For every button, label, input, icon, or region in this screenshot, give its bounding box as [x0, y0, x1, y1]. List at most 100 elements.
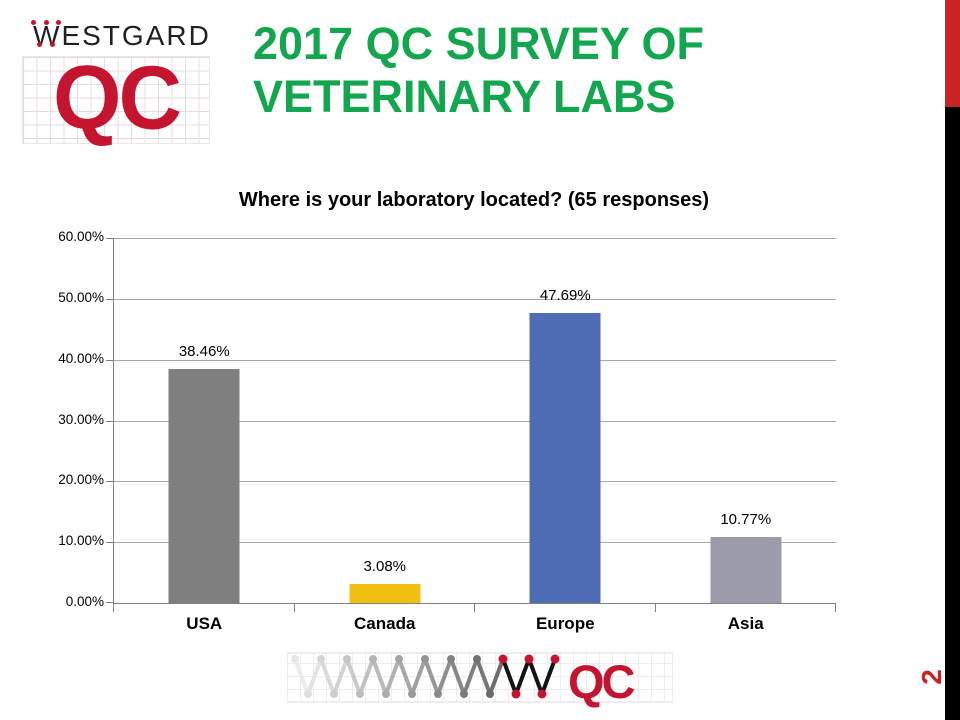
zigzag-segment: [475, 658, 492, 695]
x-axis-tick: [113, 604, 114, 612]
bar-slot-canada: 3.08% Canada: [295, 238, 476, 633]
zigzag-dot: [369, 655, 377, 663]
wordmark-rest: ESTGARD: [61, 20, 211, 51]
zigzag-segment: [306, 658, 323, 695]
zigzag-segment: [319, 658, 336, 695]
bar-asia: [710, 537, 782, 603]
bar-slot-asia: 10.77% Asia: [656, 238, 837, 633]
zigzag-dot-red: [537, 689, 547, 699]
y-tick-label: 60.00%: [58, 229, 104, 244]
zigzag-segment: [501, 658, 518, 695]
y-axis-tick: [106, 359, 114, 361]
gridline: [114, 542, 836, 544]
side-stripe-red: [945, 0, 960, 107]
category-label: Asia: [727, 614, 764, 633]
bar-slot-europe: 47.69% Europe: [475, 238, 656, 633]
w-dot-icon: [31, 20, 36, 25]
y-axis-tick: [106, 238, 114, 239]
w-dot-icon: [44, 20, 49, 25]
bar-value-label: 3.08%: [363, 558, 407, 576]
y-axis-tick: [106, 298, 114, 300]
zigzag-segment: [371, 658, 388, 695]
y-tick-label: 0.00%: [65, 594, 104, 609]
zigzag-dot: [395, 655, 403, 663]
x-axis-tick: [293, 604, 295, 612]
category-label: Canada: [354, 614, 416, 633]
zigzag-segment: [488, 658, 505, 695]
slide-title: 2017 QC SURVEY OF VETERINARY LABS: [253, 18, 893, 123]
zigzag-segment: [397, 658, 414, 695]
y-tick-label: 20.00%: [58, 472, 104, 488]
bar-value-label: 38.46%: [178, 343, 230, 361]
zigzag-dot: [460, 690, 468, 698]
category-label: Europe: [535, 614, 595, 633]
w-dot-icon: [37, 42, 42, 47]
zigzag-pattern: [291, 654, 560, 699]
y-axis-tick: [106, 420, 114, 422]
westgard-wordmark: W ESTGARD: [31, 20, 211, 52]
zigzag-dot: [343, 655, 351, 663]
wordmark-w-glyph: W: [31, 20, 62, 51]
bar-value-label: 47.69%: [539, 286, 591, 304]
zigzag-dot: [356, 690, 364, 698]
footer-wqc-logo: QC: [287, 652, 673, 708]
qc-grid-box: QC: [22, 53, 210, 144]
footer-qc-text: QC: [568, 655, 635, 708]
zigzag-segment: [358, 658, 375, 695]
footer-grid: [287, 652, 673, 703]
gridline: [114, 359, 836, 361]
zigzag-segment: [462, 658, 479, 695]
gridline: [114, 298, 836, 300]
bar-value-label: 10.77%: [720, 511, 772, 529]
zigzag-dot: [447, 655, 455, 663]
zigzag-segment: [514, 658, 531, 695]
bar-usa: [168, 369, 240, 603]
zigzag-dot: [486, 690, 494, 698]
gridline: [114, 481, 836, 483]
chart-title: Where is your laboratory located? (65 re…: [238, 189, 710, 211]
slide-title-line2: VETERINARY LABS: [253, 70, 676, 122]
slide-title-line1: 2017 QC SURVEY OF: [253, 18, 705, 69]
zigzag-segment: [436, 658, 453, 695]
bar-canada: [349, 584, 421, 603]
zigzag-dot: [330, 690, 338, 698]
bar-slot-usa: 38.46% USA: [114, 238, 295, 633]
plot-area: 38.46% USA 3.08% Canada 47.69% Europe 10.77% As…: [106, 238, 837, 633]
zigzag-segment: [345, 658, 362, 695]
zigzag-dot: [291, 655, 299, 663]
zigzag-segment: [332, 658, 349, 695]
zigzag-dot: [473, 655, 481, 663]
zigzag-dot: [317, 655, 325, 663]
zigzag-segment: [527, 658, 544, 695]
zigzag-segment: [293, 658, 310, 695]
zigzag-segment: [410, 658, 427, 695]
y-tick-label: 40.00%: [58, 350, 104, 366]
zigzag-dot-red: [524, 654, 534, 664]
y-axis-tick: [106, 542, 114, 544]
y-axis-tick: [106, 602, 114, 603]
y-tick-label: 50.00%: [58, 289, 104, 305]
y-tick-label: 10.00%: [58, 533, 104, 549]
westgard-qc-logo: W ESTGARD QC: [20, 14, 220, 144]
zigzag-segment: [540, 658, 557, 695]
zigzag-dot-red: [511, 689, 521, 699]
x-axis-tick: [835, 604, 836, 612]
gridline: [114, 238, 836, 239]
zigzag-segment: [449, 658, 466, 695]
page-number: 2: [916, 669, 947, 685]
zigzag-dot: [421, 655, 429, 663]
zigzag-dot: [434, 690, 442, 698]
w-dot-icon: [56, 20, 61, 25]
zigzag-dot: [408, 690, 416, 698]
side-stripe-black: [945, 0, 960, 720]
category-label: USA: [186, 614, 223, 633]
w-dot-icon: [50, 42, 55, 47]
gridline: [114, 420, 836, 422]
y-axis-tick: [106, 481, 114, 483]
y-tick-label: 30.00%: [58, 411, 104, 427]
zigzag-dot: [382, 690, 390, 698]
zigzag-segment: [384, 658, 401, 695]
bar-europe: [529, 312, 601, 603]
zigzag-dot: [304, 690, 312, 698]
